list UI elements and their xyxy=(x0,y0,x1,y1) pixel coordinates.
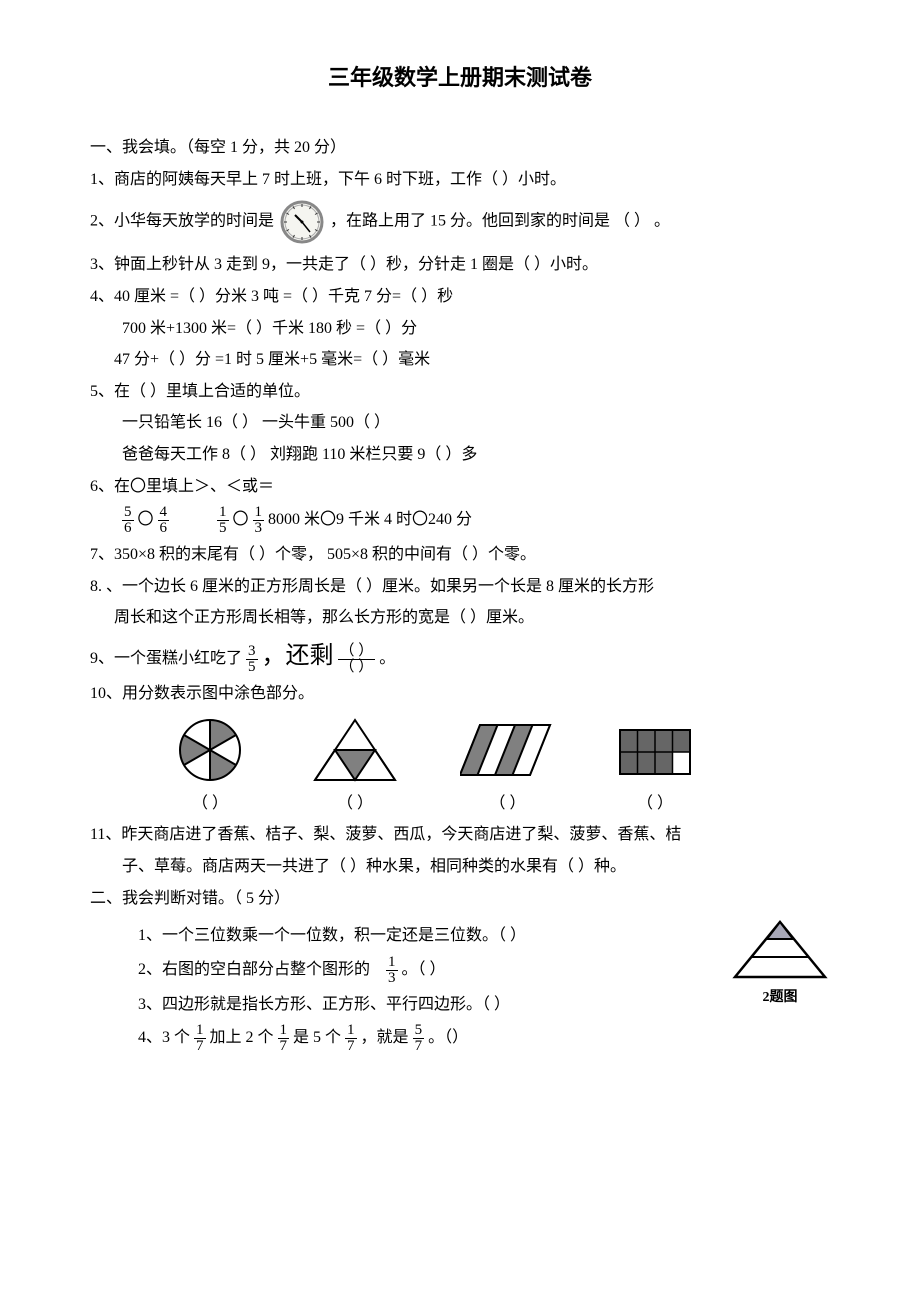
fig-triangle: （ ） xyxy=(310,715,400,817)
numer: 3 xyxy=(246,644,258,660)
clock-icon xyxy=(278,198,326,246)
s2-q4-b: 加上 2 个 xyxy=(210,1030,274,1047)
fig-caption: （ ） xyxy=(615,791,695,817)
section1-heading: 一、我会填。（每空 1 分，共 20 分） xyxy=(90,135,830,161)
fig-parallelogram: （ ） xyxy=(460,715,555,817)
q6a: 6、在〇里填上＞、＜或＝ xyxy=(90,474,830,500)
q11a: 11、昨天商店进了香蕉、桔子、梨、菠萝、西瓜，今天商店进了梨、菠萝、香蕉、桔 xyxy=(90,822,830,848)
q10-figures: （ ） （ ） （ ） xyxy=(90,715,830,817)
denom: 6 xyxy=(122,521,134,536)
numer: 1 xyxy=(253,505,265,521)
q8b: 周长和这个正方形周长相等，那么长方形的宽是（ ）厘米。 xyxy=(90,605,830,631)
q2-figure-label: 2题图 xyxy=(730,987,830,1009)
fraction: 1 7 xyxy=(345,1023,357,1054)
denom: 7 xyxy=(194,1039,206,1054)
fig-grid: （ ） xyxy=(615,715,695,817)
q6b: 5 6 〇 4 6 1 5 〇 1 3 8000 米〇9 千米 4 时〇240 … xyxy=(90,505,830,536)
s2-q4-e: 。（） xyxy=(428,1030,468,1047)
q9-text-b: ，还剩 xyxy=(262,643,334,669)
page-title: 三年级数学上册期末测试卷 xyxy=(90,60,830,95)
numer: 4 xyxy=(158,505,170,521)
denom: 3 xyxy=(386,971,398,986)
fig-circle: （ ） xyxy=(170,715,250,817)
q8a: 8. 、一个边长 6 厘米的正方形周长是（ ）厘米。如果另一个长是 8 厘米的长… xyxy=(90,574,830,600)
q2: 2、小华每天放学的时间是 ，在路上用了 15 分。 xyxy=(90,198,830,246)
q7: 7、350×8 积的末尾有（ ）个零， 505×8 积的中间有（ ）个零。 xyxy=(90,542,830,568)
numer: 1 xyxy=(278,1023,290,1039)
s2-q3: 3、四边形就是指长方形、正方形、平行四边形。（ ） xyxy=(90,992,830,1018)
denom: 6 xyxy=(158,521,170,536)
q11b: 子、草莓。商店两天一共进了（ ）种水果，相同种类的水果有（ ）种。 xyxy=(90,854,830,880)
fraction: 5 6 xyxy=(122,505,134,536)
compare-circle: 〇 xyxy=(233,511,249,528)
fig-caption: （ ） xyxy=(170,791,250,817)
section2-heading: 二、我会判断对错。（ 5 分） xyxy=(90,886,830,912)
fig-caption: （ ） xyxy=(460,791,555,817)
s2-q1: 1、一个三位数乘一个一位数，积一定还是三位数。（ ） xyxy=(90,923,830,949)
q5c: 爸爸每天工作 8（ ） 刘翔跑 110 米栏只要 9（ ）多 xyxy=(90,442,830,468)
q4c: 47 分+（ ）分 =1 时 5 厘米+5 毫米=（ ）毫米 xyxy=(90,347,830,373)
q3: 3、钟面上秒针从 3 走到 9，一共走了（ ）秒，分针走 1 圈是（ ）小时。 xyxy=(90,252,830,278)
numer: 5 xyxy=(122,505,134,521)
denom: 3 xyxy=(253,521,265,536)
s2-q4-c: 是 5 个 xyxy=(293,1030,341,1047)
denom: （ ） xyxy=(338,660,376,675)
q4a: 4、40 厘米 =（ ）分米 3 吨 =（ ）千克 7 分=（ ）秒 xyxy=(90,284,830,310)
s2-q2-a: 2、右图的空白部分占整个图形的 xyxy=(138,961,370,978)
s2-q2: 2、右图的空白部分占整个图形的 1 3 。（ ） xyxy=(90,955,830,986)
q9-text-c: 。 xyxy=(379,650,395,667)
compare-circle: 〇 xyxy=(138,511,154,528)
q2-text-a: 2、小华每天放学的时间是 xyxy=(90,213,274,230)
denom: 7 xyxy=(278,1039,290,1054)
fraction: 1 7 xyxy=(194,1023,206,1054)
numer: 1 xyxy=(386,955,398,971)
q10: 10、用分数表示图中涂色部分。 xyxy=(90,681,830,707)
denom: 7 xyxy=(345,1039,357,1054)
numer: 1 xyxy=(345,1023,357,1039)
q5a: 5、在（ ）里填上合适的单位。 xyxy=(90,379,830,405)
denom: 5 xyxy=(217,521,229,536)
q4b: 700 米+1300 米=（ ）千米 180 秒 =（ ）分 xyxy=(90,316,830,342)
numer: 1 xyxy=(217,505,229,521)
fraction: 4 6 xyxy=(158,505,170,536)
s2-q4-a: 4、3 个 xyxy=(138,1030,190,1047)
q5b: 一只铅笔长 16（ ） 一头牛重 500（ ） xyxy=(90,410,830,436)
fraction: 5 7 xyxy=(413,1023,425,1054)
s2-q2-b: 。（ ） xyxy=(402,961,446,978)
q9-text-a: 9、一个蛋糕小红吃了 xyxy=(90,650,246,667)
denom: 7 xyxy=(413,1039,425,1054)
denom: 5 xyxy=(246,660,258,675)
numer: 5 xyxy=(413,1023,425,1039)
s2-q4: 4、3 个 1 7 加上 2 个 1 7 是 5 个 1 7 ，就是 5 7 。… xyxy=(90,1023,830,1054)
fraction-blank: （ ） （ ） xyxy=(338,644,376,675)
fraction: 1 3 xyxy=(386,955,398,986)
numer: （ ） xyxy=(338,644,376,660)
fraction: 1 5 xyxy=(217,505,229,536)
q6b-tail: 8000 米〇9 千米 4 时〇240 分 xyxy=(268,511,472,528)
q9: 9、一个蛋糕小红吃了 3 5 ，还剩 （ ） （ ） 。 xyxy=(90,637,830,675)
q1: 1、商店的阿姨每天早上 7 时上班，下午 6 时下班，工作（ ）小时。 xyxy=(90,167,830,193)
fraction: 1 3 xyxy=(253,505,265,536)
fraction: 3 5 xyxy=(246,644,258,675)
q2-text-b: ，在路上用了 15 分。他回到家的时间是 （ ） 。 xyxy=(330,213,670,230)
s2-q4-d: ，就是 xyxy=(361,1030,413,1047)
numer: 1 xyxy=(194,1023,206,1039)
q2-figure: 2题图 xyxy=(730,917,830,1009)
fraction: 1 7 xyxy=(278,1023,290,1054)
fig-caption: （ ） xyxy=(310,791,400,817)
